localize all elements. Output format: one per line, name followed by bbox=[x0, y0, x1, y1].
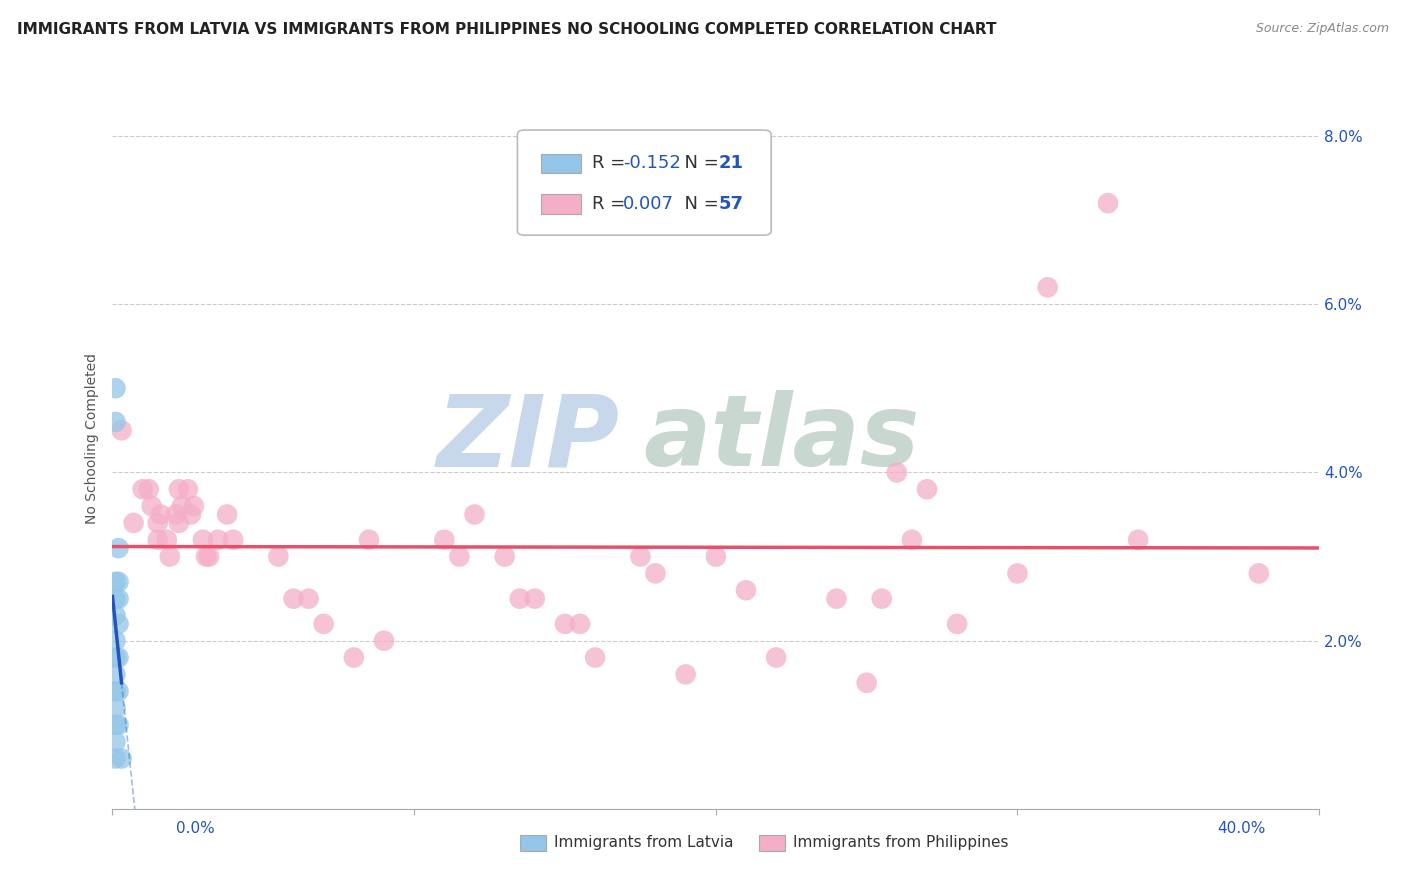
Point bbox=[170, 499, 193, 513]
Point bbox=[104, 684, 127, 698]
Point bbox=[110, 423, 132, 437]
Text: -0.152: -0.152 bbox=[623, 154, 681, 172]
Point bbox=[628, 549, 651, 564]
Point bbox=[901, 533, 924, 547]
Text: N =: N = bbox=[673, 154, 725, 172]
Point bbox=[509, 591, 531, 606]
Point bbox=[915, 482, 938, 496]
Point bbox=[165, 508, 187, 522]
Y-axis label: No Schooling Completed: No Schooling Completed bbox=[86, 353, 100, 524]
Point bbox=[357, 533, 380, 547]
Point bbox=[946, 616, 969, 631]
Point bbox=[463, 508, 485, 522]
Point bbox=[704, 549, 727, 564]
Point bbox=[104, 718, 127, 732]
Point bbox=[107, 650, 129, 665]
Point bbox=[104, 574, 127, 589]
Point bbox=[675, 667, 697, 681]
Point bbox=[569, 616, 592, 631]
Point bbox=[104, 734, 127, 748]
Point bbox=[159, 549, 181, 564]
Point bbox=[104, 667, 127, 681]
Point bbox=[1097, 196, 1119, 211]
Point bbox=[198, 549, 221, 564]
Point bbox=[312, 616, 335, 631]
Point bbox=[149, 508, 172, 522]
Point bbox=[267, 549, 290, 564]
Text: Immigrants from Latvia: Immigrants from Latvia bbox=[554, 836, 734, 850]
Point bbox=[870, 591, 893, 606]
Point bbox=[523, 591, 546, 606]
Text: 0.0%: 0.0% bbox=[176, 821, 215, 836]
Point bbox=[110, 751, 132, 765]
Point bbox=[222, 533, 245, 547]
Point bbox=[131, 482, 153, 496]
Point bbox=[1247, 566, 1270, 581]
Point bbox=[644, 566, 666, 581]
Point bbox=[167, 516, 190, 530]
Text: 0.007: 0.007 bbox=[623, 194, 673, 213]
Point bbox=[107, 616, 129, 631]
Point bbox=[180, 508, 202, 522]
Point bbox=[107, 574, 129, 589]
Point bbox=[735, 583, 758, 598]
Point bbox=[107, 591, 129, 606]
Point bbox=[104, 608, 127, 623]
Point bbox=[104, 633, 127, 648]
Text: Source: ZipAtlas.com: Source: ZipAtlas.com bbox=[1256, 22, 1389, 36]
Point bbox=[825, 591, 848, 606]
Point bbox=[107, 718, 129, 732]
Point bbox=[104, 701, 127, 715]
Point bbox=[138, 482, 160, 496]
Text: 21: 21 bbox=[718, 154, 744, 172]
Point bbox=[1007, 566, 1029, 581]
Point bbox=[207, 533, 229, 547]
Point bbox=[146, 533, 169, 547]
Text: Immigrants from Philippines: Immigrants from Philippines bbox=[793, 836, 1008, 850]
Text: 57: 57 bbox=[718, 194, 744, 213]
Text: N =: N = bbox=[673, 194, 725, 213]
Point bbox=[297, 591, 319, 606]
Point bbox=[886, 466, 908, 480]
Point bbox=[494, 549, 516, 564]
Point bbox=[107, 541, 129, 556]
Point bbox=[191, 533, 214, 547]
Text: R =: R = bbox=[592, 154, 631, 172]
Point bbox=[449, 549, 471, 564]
Point bbox=[156, 533, 179, 547]
Point bbox=[343, 650, 366, 665]
Point bbox=[1036, 280, 1059, 294]
Point bbox=[104, 381, 127, 395]
Point bbox=[104, 751, 127, 765]
Point bbox=[583, 650, 606, 665]
Point bbox=[141, 499, 163, 513]
Text: 40.0%: 40.0% bbox=[1218, 821, 1265, 836]
Point bbox=[177, 482, 200, 496]
Point bbox=[104, 650, 127, 665]
Point bbox=[146, 516, 169, 530]
Point bbox=[107, 684, 129, 698]
Point bbox=[433, 533, 456, 547]
Text: IMMIGRANTS FROM LATVIA VS IMMIGRANTS FROM PHILIPPINES NO SCHOOLING COMPLETED COR: IMMIGRANTS FROM LATVIA VS IMMIGRANTS FRO… bbox=[17, 22, 997, 37]
Point bbox=[1126, 533, 1149, 547]
Text: R =: R = bbox=[592, 194, 631, 213]
Point bbox=[104, 591, 127, 606]
Point bbox=[283, 591, 305, 606]
Point bbox=[104, 415, 127, 429]
Point bbox=[765, 650, 787, 665]
Point bbox=[217, 508, 239, 522]
Text: ZIP: ZIP bbox=[436, 391, 619, 487]
Point bbox=[855, 675, 877, 690]
Point bbox=[554, 616, 576, 631]
Point bbox=[167, 482, 190, 496]
Point bbox=[373, 633, 395, 648]
Point bbox=[122, 516, 145, 530]
Point bbox=[195, 549, 218, 564]
Point bbox=[183, 499, 205, 513]
Text: atlas: atlas bbox=[644, 391, 920, 487]
